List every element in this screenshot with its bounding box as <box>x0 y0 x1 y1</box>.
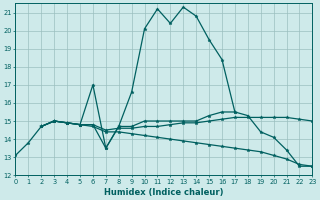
X-axis label: Humidex (Indice chaleur): Humidex (Indice chaleur) <box>104 188 224 197</box>
